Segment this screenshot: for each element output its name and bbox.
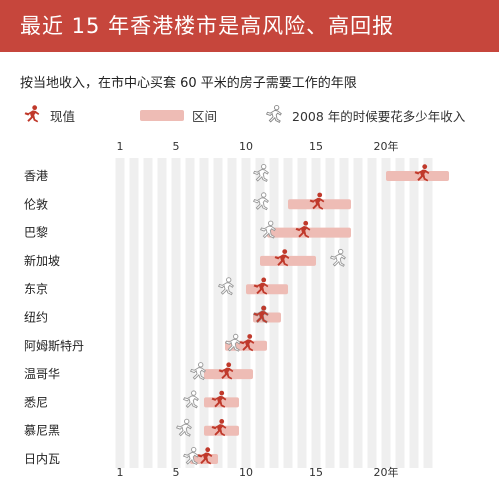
x-tick-label-top: 10 — [239, 140, 253, 153]
current-value-marker — [253, 305, 269, 323]
year-stripe — [157, 158, 167, 468]
past-value-marker — [224, 333, 241, 352]
current-value-marker — [218, 362, 234, 380]
current-value-marker — [414, 164, 430, 182]
x-tick-label-bottom: 10 — [239, 466, 253, 479]
current-value-marker — [274, 249, 290, 267]
current-value-marker — [211, 418, 227, 437]
year-stripe — [311, 158, 321, 468]
city-label: 东京 — [24, 282, 48, 296]
past-value-marker — [182, 390, 199, 409]
year-stripe — [367, 158, 377, 468]
city-label: 新加坡 — [24, 253, 60, 268]
current-value-marker — [239, 334, 255, 352]
year-stripe — [353, 158, 363, 468]
current-value-marker — [211, 390, 227, 408]
past-value-marker — [217, 277, 234, 296]
running-person-icon — [24, 105, 40, 123]
current-value-marker — [309, 192, 325, 210]
past-value-marker — [252, 192, 269, 211]
year-stripe — [283, 158, 293, 468]
x-tick-label-bottom: 5 — [173, 466, 180, 479]
range-bar — [267, 227, 351, 238]
current-value-marker — [295, 220, 311, 238]
city-label: 伦敦 — [24, 196, 48, 211]
city-row: 东京 — [24, 282, 288, 296]
city-label: 日内瓦 — [24, 452, 60, 466]
past-value-marker — [175, 418, 192, 437]
year-stripe — [409, 158, 419, 468]
x-tick-label-top: 15 — [309, 140, 323, 153]
year-stripe — [213, 158, 223, 468]
past-value-marker — [189, 362, 206, 381]
city-label: 阿姆斯特丹 — [24, 338, 84, 353]
range-bar — [386, 171, 449, 181]
year-stripe — [129, 158, 139, 468]
legend: 现值 区间 2008 年的时候要花多少年收入 — [0, 103, 499, 127]
city-row: 新加坡 — [24, 253, 316, 268]
year-stripe — [241, 158, 251, 468]
year-stripe — [171, 158, 181, 468]
page-title: 最近 15 年香港楼市是高风险、高回报 — [0, 0, 499, 52]
year-stripe — [395, 158, 405, 468]
x-tick-label-top: 20年 — [374, 139, 399, 153]
year-stripe — [143, 158, 153, 468]
year-stripe — [381, 158, 391, 468]
legend-2008-label: 2008 年的时候要花多少年收入 — [292, 108, 466, 124]
x-tick-label-top: 1 — [117, 140, 124, 153]
city-label: 巴黎 — [24, 226, 48, 240]
city-row: 香港 — [24, 169, 449, 183]
chart-subtitle: 按当地收入，在市中心买套 60 平米的房子需要工作的年限 — [20, 76, 357, 91]
x-tick-label-bottom: 1 — [117, 466, 124, 479]
past-value-marker — [329, 248, 346, 267]
city-label: 温哥华 — [24, 367, 60, 381]
x-tick-label-bottom: 20年 — [374, 465, 399, 479]
city-row: 巴黎 — [24, 226, 351, 240]
legend-range: 区间 — [140, 103, 217, 127]
city-label: 悉尼 — [24, 395, 48, 409]
past-value-marker — [182, 447, 199, 466]
legend-current-label: 现值 — [50, 108, 76, 124]
current-value-marker — [253, 277, 269, 295]
city-label: 慕尼黑 — [24, 424, 60, 438]
year-stripe — [185, 158, 195, 468]
city-label: 香港 — [24, 169, 48, 183]
year-stripe — [297, 158, 307, 468]
x-tick-label-top: 5 — [173, 140, 180, 153]
year-stripe — [115, 158, 125, 468]
city-label: 纽约 — [24, 310, 48, 325]
range-swatch — [140, 109, 184, 121]
past-value-marker — [259, 220, 276, 239]
range-bar — [260, 255, 316, 266]
year-stripe — [339, 158, 349, 468]
past-value-marker — [252, 164, 269, 183]
legend-current: 现值 — [20, 103, 75, 127]
year-stripe — [227, 158, 237, 468]
legend-range-label: 区间 — [192, 108, 218, 124]
year-stripe — [325, 158, 335, 468]
current-value-marker — [197, 447, 213, 465]
year-stripe — [423, 158, 433, 468]
legend-2008: 2008 年的时候要花多少年收入 — [262, 103, 465, 127]
x-tick-label-bottom: 15 — [309, 466, 323, 479]
running-person-outline-icon — [265, 105, 282, 123]
year-stripe — [199, 158, 209, 468]
